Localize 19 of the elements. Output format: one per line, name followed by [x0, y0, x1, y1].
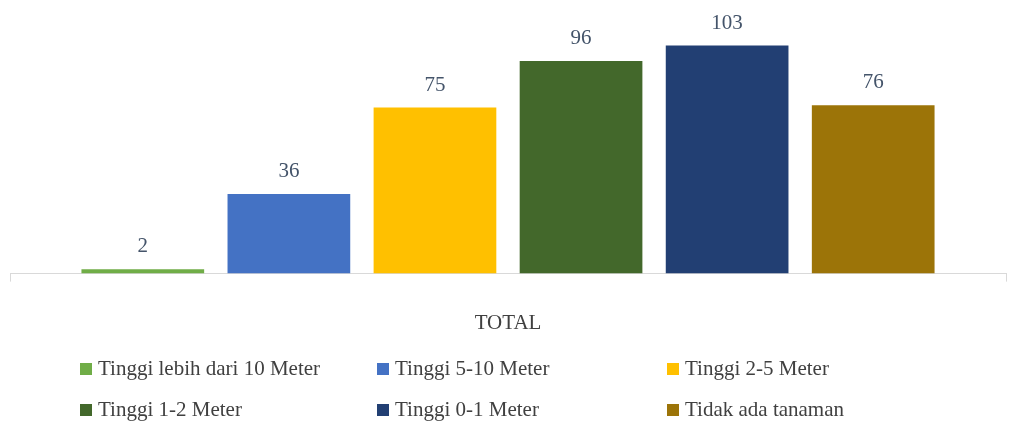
bar: [811, 105, 935, 274]
legend-label: Tinggi lebih dari 10 Meter: [98, 356, 321, 381]
data-label: 2: [137, 233, 149, 258]
legend-label: Tidak ada tanaman: [685, 397, 845, 422]
bar: [665, 45, 789, 274]
data-label: 103: [711, 9, 743, 34]
legend-label: Tinggi 2-5 Meter: [685, 356, 829, 381]
bar: [81, 269, 205, 274]
legend-label: Tinggi 1-2 Meter: [98, 397, 242, 422]
bar: [519, 61, 643, 274]
legend-label: Tinggi 5-10 Meter: [395, 356, 550, 381]
x-axis-title: TOTAL: [474, 309, 542, 334]
data-label: 96: [570, 25, 592, 50]
data-label: 36: [278, 157, 300, 182]
legend-label: Tinggi 0-1 Meter: [395, 397, 539, 422]
data-label: 76: [862, 69, 884, 94]
data-label: 75: [424, 71, 446, 96]
bar: [373, 107, 497, 274]
bar: [227, 193, 351, 274]
